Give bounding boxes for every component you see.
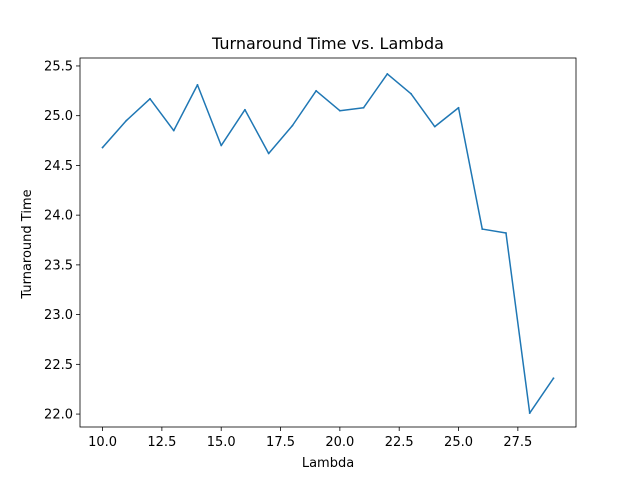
data-point <box>505 232 507 234</box>
chart-title: Turnaround Time vs. Lambda <box>211 34 444 53</box>
data-point <box>291 124 294 127</box>
plot-area <box>79 57 577 428</box>
data-point <box>386 73 389 75</box>
x-tick-label: 27.5 <box>503 435 532 450</box>
y-tick-label: 22.5 <box>44 358 73 373</box>
y-tick-label: 23.5 <box>44 258 73 273</box>
x-tick-label: 25.0 <box>444 435 473 450</box>
data-point <box>528 412 531 414</box>
data-point <box>410 92 412 95</box>
x-tick-label: 10.0 <box>88 435 117 450</box>
data-point <box>125 119 128 122</box>
data-point <box>338 109 341 112</box>
x-tick-label: 22.5 <box>385 435 414 450</box>
data-point <box>196 83 199 86</box>
y-axis-ticks: 22.0 22.5 23.0 23.5 24.0 24.5 25.0 25.5 <box>44 59 80 423</box>
axes-frame <box>79 57 577 428</box>
data-point <box>149 97 151 100</box>
data-point <box>267 152 270 155</box>
x-tick-label: 15.0 <box>207 435 236 450</box>
data-point <box>457 106 460 109</box>
data-point <box>433 125 436 128</box>
x-tick-label: 12.5 <box>147 435 176 450</box>
data-point <box>172 129 175 132</box>
data-point <box>315 89 318 92</box>
x-tick-label: 17.5 <box>266 435 295 450</box>
data-point <box>220 144 223 147</box>
y-tick-label: 25.5 <box>44 59 73 74</box>
y-tick-label: 22.0 <box>44 408 73 423</box>
y-tick-label: 25.0 <box>44 109 73 124</box>
data-point <box>101 146 104 149</box>
data-point <box>362 106 365 109</box>
y-axis-label: Turnaround Time <box>20 189 35 299</box>
y-tick-label: 24.0 <box>44 209 73 224</box>
data-point <box>244 108 246 111</box>
x-tick-label: 20.0 <box>325 435 354 450</box>
y-tick-label: 24.5 <box>44 159 73 174</box>
data-point <box>481 228 484 230</box>
series-line-0 <box>101 73 555 414</box>
x-axis-label: Lambda <box>302 456 354 471</box>
x-axis-ticks: 10.0 12.5 15.0 17.5 20.0 22.5 25.0 27.5 <box>88 427 532 450</box>
data-point <box>552 377 555 380</box>
y-tick-label: 23.0 <box>44 308 73 323</box>
